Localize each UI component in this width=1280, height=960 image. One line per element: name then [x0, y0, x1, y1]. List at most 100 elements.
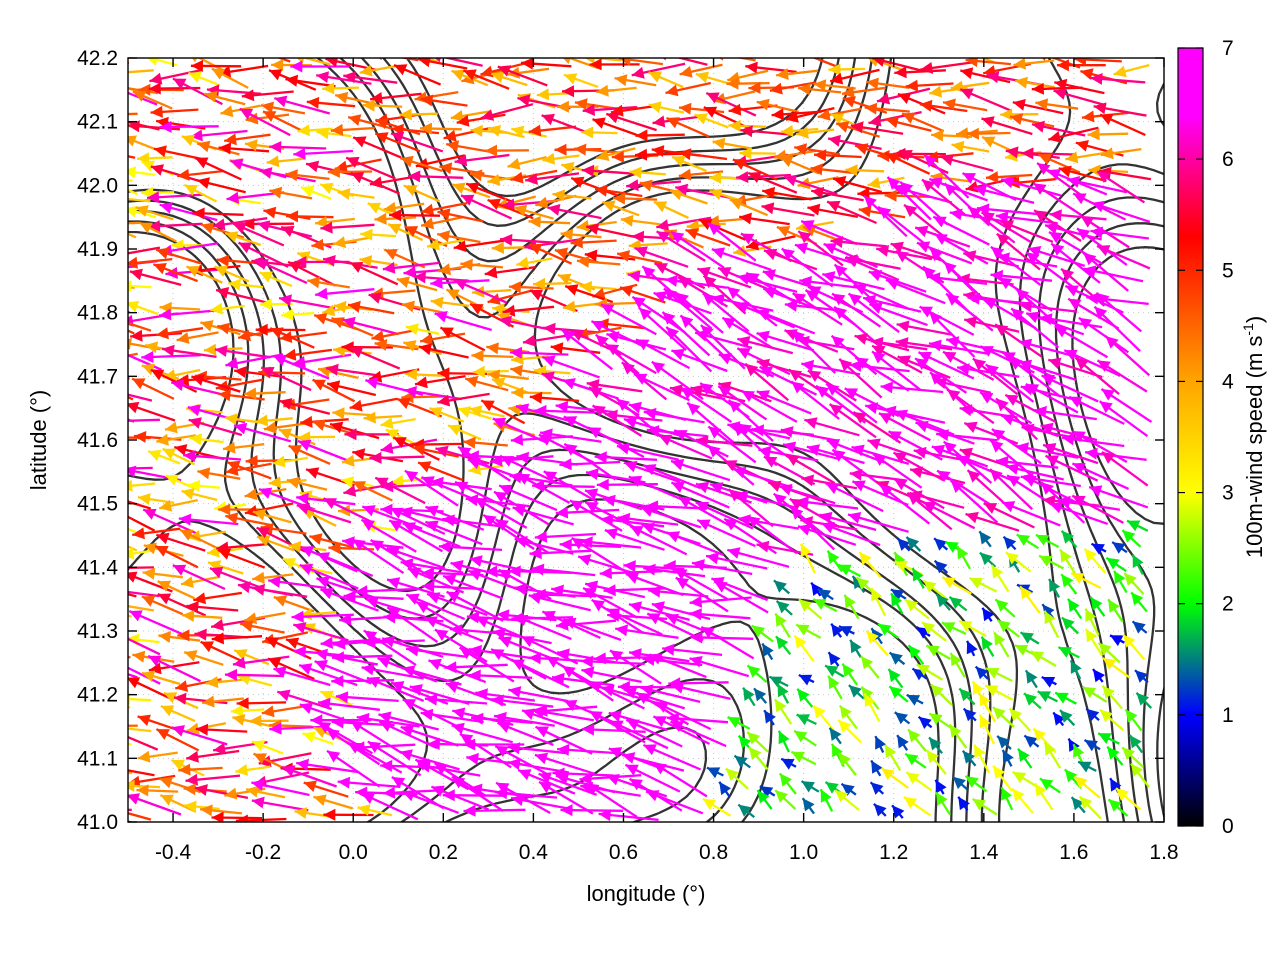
wind-vector [826, 200, 877, 225]
wind-vector [604, 528, 665, 551]
wind-vector [838, 625, 855, 637]
wind-vector [675, 291, 724, 334]
wind-vector [224, 668, 283, 681]
wind-vector [460, 194, 513, 220]
wind-vector [331, 675, 395, 688]
wind-vector [718, 781, 731, 798]
wind-vector [1100, 147, 1142, 160]
colorbar-tick-label: 6 [1222, 148, 1234, 171]
colorbar-fill [1177, 47, 1204, 827]
wind-vector [1071, 494, 1124, 524]
wind-vector [172, 564, 226, 591]
wind-vector [538, 780, 594, 815]
wind-vector [830, 236, 887, 248]
wind-vector [1054, 691, 1077, 705]
wind-vector [149, 68, 203, 85]
wind-vector [224, 413, 262, 426]
wind-vector [582, 723, 646, 736]
wind-vector [904, 752, 927, 769]
wind-vector [972, 357, 1019, 396]
wind-vector [316, 127, 352, 140]
wind-vector [473, 496, 528, 529]
wind-vector [252, 571, 294, 584]
wind-vector [702, 797, 732, 817]
wind-vector [832, 176, 883, 194]
wind-vector [663, 287, 713, 330]
wind-vector [562, 58, 599, 70]
wind-vector [796, 496, 859, 510]
wind-vector [521, 708, 580, 732]
wind-vector [195, 723, 248, 736]
wind-vector [1057, 646, 1080, 659]
wind-vector [896, 320, 953, 336]
wind-vector [451, 182, 491, 199]
wind-vector [390, 131, 444, 153]
wind-vector [780, 757, 797, 770]
wind-vector [571, 537, 624, 571]
wind-vector [1130, 762, 1150, 788]
wind-vector [281, 765, 337, 788]
wind-vector [582, 586, 638, 619]
wind-vector [776, 683, 790, 704]
wind-vector [656, 216, 712, 232]
wind-vector [322, 497, 376, 525]
wind-vector [885, 152, 931, 175]
wind-vector [326, 749, 381, 788]
wind-vector [128, 735, 159, 751]
wind-vector [793, 729, 817, 747]
wind-vector [631, 295, 686, 334]
wind-vector [128, 545, 138, 552]
wind-vector [759, 785, 776, 798]
wind-vector [1032, 182, 1083, 217]
wind-vector [128, 91, 158, 106]
wind-vector [320, 587, 379, 612]
wind-vector [877, 622, 900, 639]
wind-vector [142, 567, 183, 580]
wind-vector [349, 346, 401, 370]
wind-vector [775, 635, 792, 656]
wind-vector [736, 171, 791, 183]
wind-vector [499, 233, 555, 246]
wind-vector [854, 356, 910, 392]
wind-vector [128, 69, 154, 74]
wind-vector [921, 178, 967, 217]
y-tick-label: 41.0 [77, 811, 118, 834]
wind-vector [131, 377, 175, 400]
wind-vector [671, 348, 728, 373]
x-tick-label: -0.2 [245, 841, 281, 864]
wind-vector [928, 339, 989, 356]
wind-vector [670, 459, 731, 482]
wind-vector [493, 711, 555, 727]
wind-vector [964, 775, 988, 793]
wind-vector [426, 592, 488, 617]
wind-vector [1018, 359, 1077, 381]
wind-vector [374, 212, 417, 225]
wind-vector [1084, 447, 1147, 461]
wind-vector [1105, 556, 1127, 573]
wind-vector [141, 351, 201, 363]
wind-vector [925, 644, 951, 661]
wind-vector [838, 704, 858, 730]
wind-vector [511, 386, 552, 399]
wind-vector [306, 96, 356, 109]
wind-vector [226, 460, 272, 480]
wind-vector [1085, 707, 1100, 722]
wind-vector [251, 740, 284, 755]
wind-vector [443, 126, 491, 142]
wind-vector [733, 754, 751, 769]
wind-vector [1099, 708, 1125, 732]
wind-vector [860, 655, 880, 679]
wind-vector [128, 590, 160, 598]
y-tick-label: 41.5 [77, 493, 118, 516]
x-tick-label: -0.4 [155, 841, 192, 864]
wind-vector [434, 628, 488, 663]
wind-vector [1067, 598, 1083, 620]
wind-vector [128, 779, 160, 792]
wind-vector [871, 350, 922, 392]
wind-vector [994, 598, 1016, 618]
wind-vector [812, 704, 835, 732]
wind-vector [192, 207, 244, 220]
wind-vector [942, 98, 988, 112]
wind-vector [176, 331, 219, 344]
wind-vector [468, 669, 533, 682]
